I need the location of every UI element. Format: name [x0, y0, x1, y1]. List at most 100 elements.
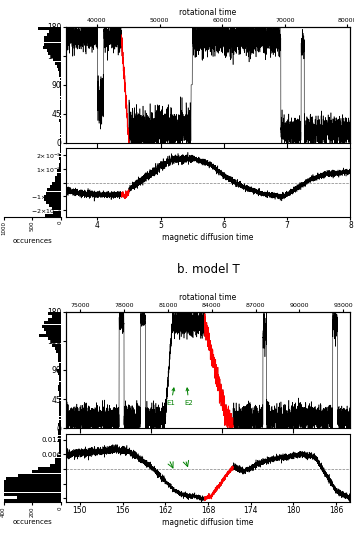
Bar	[0, 489, 61, 492]
Bar	[0, 483, 61, 486]
Bar	[58, 400, 61, 404]
Bar	[42, 325, 61, 327]
Bar	[58, 359, 61, 363]
X-axis label: magnetic diffusion time: magnetic diffusion time	[162, 518, 254, 527]
Bar	[58, 388, 61, 391]
Bar	[46, 331, 61, 334]
Bar	[45, 198, 61, 201]
Bar	[52, 207, 61, 210]
Bar	[59, 119, 61, 122]
Bar	[44, 36, 61, 40]
Bar	[55, 61, 61, 65]
Bar	[53, 59, 61, 61]
X-axis label: rotational time: rotational time	[179, 293, 237, 302]
Bar	[58, 385, 61, 388]
Bar	[2, 492, 61, 496]
Bar	[58, 433, 61, 435]
Bar	[58, 353, 61, 356]
Bar	[6, 477, 61, 480]
Bar	[57, 172, 61, 176]
Bar	[52, 344, 61, 347]
Bar	[59, 163, 61, 166]
Bar	[59, 363, 61, 366]
Bar	[59, 160, 61, 163]
Bar	[58, 356, 61, 359]
Bar	[51, 341, 61, 343]
Bar	[60, 151, 61, 153]
Bar	[44, 321, 61, 325]
Bar	[59, 445, 61, 448]
Bar	[55, 179, 61, 182]
Bar	[58, 372, 61, 375]
Bar	[58, 429, 61, 432]
Bar	[18, 474, 61, 476]
Bar	[60, 131, 61, 135]
Bar	[59, 397, 61, 400]
Bar	[0, 480, 61, 483]
Bar	[59, 404, 61, 407]
Bar	[49, 204, 61, 207]
Bar	[45, 195, 61, 198]
Bar	[48, 52, 61, 55]
Bar	[58, 439, 61, 442]
Bar	[46, 201, 61, 204]
Bar	[59, 394, 61, 397]
Bar	[60, 77, 61, 81]
Title: b. model T: b. model T	[177, 263, 239, 277]
Bar	[55, 461, 61, 464]
Bar	[60, 144, 61, 147]
Bar	[48, 312, 61, 315]
Bar	[45, 214, 61, 217]
Bar	[57, 169, 61, 172]
Bar	[32, 470, 61, 473]
Bar	[56, 350, 61, 353]
Bar	[59, 448, 61, 451]
Bar	[59, 413, 61, 417]
X-axis label: occurences: occurences	[12, 238, 52, 244]
Bar	[55, 176, 61, 179]
Bar	[60, 147, 61, 150]
Bar	[59, 382, 61, 384]
X-axis label: occurences: occurences	[12, 520, 52, 525]
Bar	[38, 467, 61, 470]
Bar	[60, 141, 61, 144]
Bar	[59, 442, 61, 445]
Bar	[50, 464, 61, 467]
X-axis label: rotational time: rotational time	[179, 8, 237, 17]
Bar	[59, 426, 61, 429]
Bar	[38, 27, 61, 30]
Bar	[0, 499, 61, 502]
Bar	[53, 210, 61, 214]
Text: E1: E1	[167, 388, 176, 406]
Bar	[44, 328, 61, 331]
Bar	[48, 337, 61, 340]
Bar	[49, 30, 61, 33]
Bar	[60, 138, 61, 140]
Bar	[59, 451, 61, 454]
Bar	[58, 68, 61, 71]
Bar	[52, 182, 61, 185]
Bar	[60, 128, 61, 131]
Bar	[47, 33, 61, 36]
Bar	[59, 375, 61, 378]
Bar	[44, 43, 61, 45]
Bar	[57, 65, 61, 68]
Bar	[59, 156, 61, 160]
Bar	[39, 334, 61, 337]
Bar	[44, 40, 61, 42]
X-axis label: magnetic diffusion time: magnetic diffusion time	[162, 233, 254, 242]
Bar	[59, 71, 61, 74]
Bar	[48, 318, 61, 321]
Bar	[47, 189, 61, 191]
Bar	[60, 106, 61, 109]
Bar	[46, 192, 61, 194]
Bar	[47, 49, 61, 52]
Text: E2: E2	[184, 388, 193, 406]
Bar	[59, 166, 61, 169]
Bar	[58, 366, 61, 369]
Bar	[57, 369, 61, 372]
Bar	[59, 154, 61, 156]
Bar	[44, 46, 61, 49]
Bar	[58, 436, 61, 438]
Bar	[55, 347, 61, 350]
